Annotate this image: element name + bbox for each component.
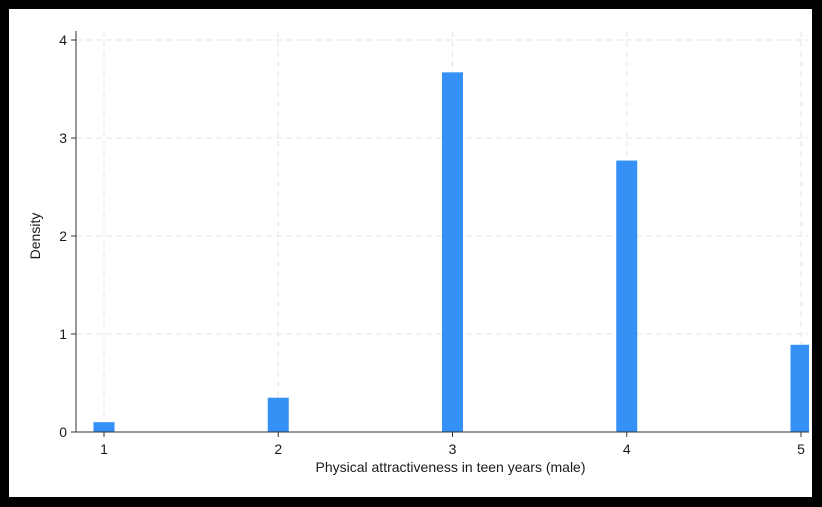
x-tick-label: 5 <box>797 441 805 457</box>
bars <box>93 72 809 433</box>
y-tick-label: 4 <box>59 32 67 48</box>
x-tick-label: 3 <box>449 441 457 457</box>
ticks: 0 1 2 3 4 1 2 3 4 5 <box>59 32 805 457</box>
bar-1 <box>93 422 115 432</box>
chart-frame: 0 1 2 3 4 1 2 3 4 5 Physical attractiveness in te… <box>9 9 812 497</box>
bar-5 <box>790 344 809 432</box>
y-tick-label: 1 <box>59 326 67 342</box>
bar-2 <box>267 397 289 432</box>
x-tick-label: 2 <box>274 441 282 457</box>
histogram-chart: 0 1 2 3 4 1 2 3 4 5 Physical attractiveness in te… <box>27 31 809 475</box>
y-axis-title: Density <box>27 213 43 260</box>
bar-4 <box>616 160 638 433</box>
y-tick-label: 0 <box>59 424 67 440</box>
x-axis-title: Physical attractiveness in teen years (m… <box>316 459 586 475</box>
x-tick-label: 4 <box>623 441 631 457</box>
y-tick-label: 3 <box>59 130 67 146</box>
bar-3 <box>442 72 463 432</box>
y-tick-label: 2 <box>59 228 67 244</box>
axes <box>75 31 809 433</box>
x-tick-label: 1 <box>100 441 108 457</box>
